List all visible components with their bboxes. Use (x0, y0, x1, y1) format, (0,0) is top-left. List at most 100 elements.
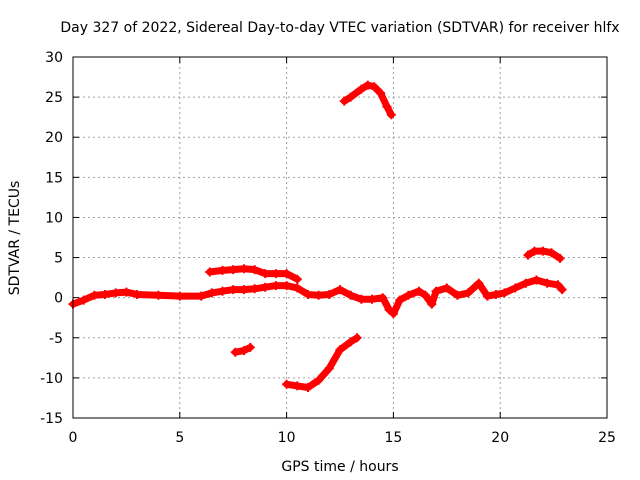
series-track-low-arc (282, 333, 362, 392)
x-tick-label: 0 (69, 430, 78, 446)
data-point-marker (250, 284, 260, 294)
data-point-marker (482, 291, 492, 301)
y-tick-label: 10 (45, 210, 63, 226)
data-point-marker (260, 282, 270, 292)
series-track-upper-mid (205, 264, 302, 284)
data-point-marker (388, 309, 398, 319)
data-point-marker (367, 294, 377, 304)
data-point-marker (542, 278, 552, 288)
series-track-late (388, 275, 567, 319)
data-point-marker (132, 290, 142, 299)
y-tick-label: 0 (54, 291, 63, 307)
data-point-marker (335, 345, 345, 355)
data-point-marker (335, 285, 345, 295)
data-point-marker (324, 363, 334, 373)
data-point-marker (245, 342, 255, 352)
data-point-marker (100, 290, 110, 299)
tick-labels: 0 5 10 15 20 25 -15 -10 -5 0 5 10 15 20 25 30 (40, 50, 616, 446)
data-point-marker (532, 275, 541, 285)
data-point-marker (369, 82, 379, 92)
data-point-marker (420, 290, 430, 300)
data-point-marker (431, 286, 441, 296)
data-point-marker (121, 287, 131, 297)
y-tick-label: 5 (54, 251, 63, 267)
data-point-marker (292, 274, 302, 284)
data-point-marker (271, 281, 281, 291)
data-point-marker (282, 269, 292, 279)
data-point-marker (414, 286, 424, 296)
data-point-marker (239, 346, 249, 356)
data-point-marker (521, 278, 531, 288)
data-point-marker (250, 265, 260, 275)
data-point-marker (547, 248, 556, 258)
data-point-marker (557, 285, 567, 295)
data-point-marker (260, 269, 270, 279)
data-point-marker (363, 80, 373, 90)
data-point-marker (218, 286, 227, 296)
series-line (69, 282, 393, 314)
y-tick-label: 25 (45, 90, 63, 106)
data-point-marker (538, 246, 548, 256)
data-point-marker (346, 92, 356, 102)
data-point-marker (555, 253, 565, 263)
y-tick-label: -15 (40, 411, 63, 427)
y-tick-label: -10 (40, 371, 63, 387)
data-point-marker (427, 299, 437, 309)
data-point-marker (500, 288, 509, 298)
data-point-marker (442, 283, 452, 293)
x-tick-label: 20 (491, 430, 509, 446)
data-point-marker (205, 267, 215, 277)
data-point-marker (207, 288, 217, 298)
y-tick-label: -5 (49, 331, 63, 347)
plot-frame (72, 56, 608, 419)
data-point-marker (218, 265, 227, 275)
series-track-upper-right (523, 246, 565, 263)
data-point-marker (356, 84, 366, 94)
data-point-marker (196, 291, 206, 301)
series-track-high-arc (339, 80, 396, 120)
data-point-marker (89, 290, 99, 300)
data-point-marker (282, 379, 292, 389)
data-point-marker (491, 290, 501, 299)
data-point-marker (282, 281, 292, 291)
data-point-marker (510, 283, 520, 293)
x-tick-label: 5 (175, 430, 184, 446)
y-tick-label: 30 (45, 50, 63, 66)
data-point-marker (79, 295, 89, 305)
data-point-marker (292, 283, 302, 293)
data-point-marker (529, 246, 539, 256)
data-point-marker (228, 265, 238, 275)
data-point-marker (356, 294, 366, 304)
data-series (68, 80, 567, 392)
data-point-marker (463, 288, 473, 298)
data-point-marker (553, 280, 563, 290)
data-point-marker (382, 102, 392, 112)
x-tick-label: 15 (384, 430, 402, 446)
series-track-short-low (230, 342, 255, 357)
x-tick-label: 10 (278, 430, 296, 446)
y-tick-label: 15 (45, 170, 63, 186)
data-point-marker (474, 278, 484, 288)
data-point-marker (346, 337, 356, 347)
data-point-marker (271, 269, 281, 279)
data-point-marker (175, 291, 185, 301)
data-point-marker (403, 290, 413, 300)
data-point-marker (352, 333, 362, 343)
data-point-marker (395, 295, 405, 305)
x-axis-label: GPS time / hours (281, 459, 398, 475)
data-point-marker (523, 250, 533, 260)
y-tick-label: 20 (45, 130, 63, 146)
data-point-marker (376, 88, 386, 98)
data-point-marker (239, 285, 249, 295)
data-point-marker (111, 288, 121, 298)
data-point-marker (386, 110, 396, 120)
data-point-marker (303, 290, 313, 299)
axis-ticks (72, 56, 608, 419)
data-point-marker (346, 290, 356, 300)
data-point-marker (314, 375, 324, 385)
data-point-marker (230, 347, 240, 357)
data-point-marker (339, 96, 349, 106)
data-point-marker (239, 264, 249, 274)
